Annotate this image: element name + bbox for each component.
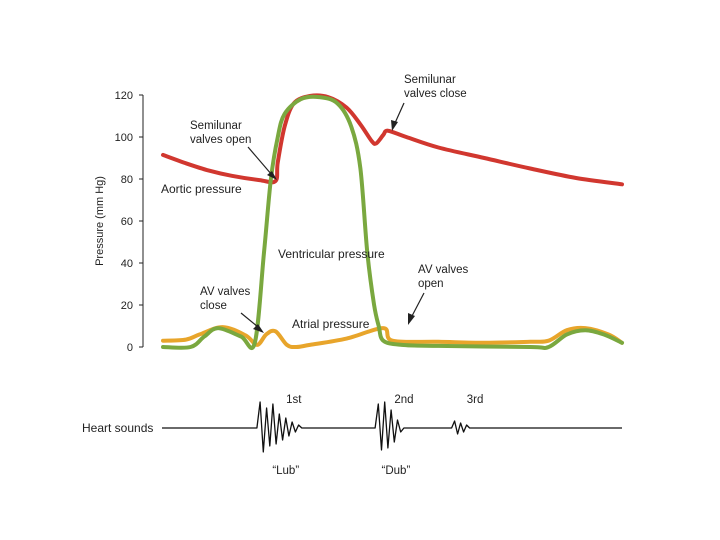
- y-ticks: 0 20 40 60 80 100 120: [115, 90, 143, 354]
- annotation-line: Semilunar: [190, 120, 242, 132]
- aortic-pressure-line: [161, 93, 624, 187]
- y-tick-label: 60: [121, 216, 133, 228]
- y-tick-label: 0: [127, 342, 133, 354]
- y-tick-label: 20: [121, 300, 133, 312]
- annotation-line: valves open: [190, 134, 251, 146]
- annotation-arrow: [247, 146, 273, 176]
- y-axis-label: Pressure (mm Hg): [94, 176, 106, 266]
- annotation-line: AV valves: [418, 264, 469, 276]
- annotation-arrow: [411, 292, 425, 317]
- annotation-semilunar-close: Semilunar valves close: [391, 74, 467, 131]
- annotation-av-close: AV valves close: [200, 286, 264, 333]
- annotation-line: close: [200, 300, 227, 312]
- heart-sounds-labels: 1st “Lub” 2nd “Dub” 3rd: [272, 394, 483, 477]
- annotation-arrow: [394, 102, 405, 124]
- arrow-head-icon: [253, 324, 264, 333]
- heart-sound-name: 1st: [286, 394, 302, 406]
- y-tick-label: 40: [121, 258, 133, 270]
- annotation-av-open: AV valves open: [408, 264, 469, 325]
- aortic-pressure-label: Aortic pressure: [161, 182, 242, 196]
- ventricular-pressure-label: Ventricular pressure: [278, 247, 385, 261]
- arrow-head-icon: [391, 120, 398, 131]
- annotation-line: open: [418, 278, 444, 290]
- y-tick-label: 100: [115, 132, 133, 144]
- annotation-arrow: [240, 312, 259, 328]
- arrow-head-icon: [408, 313, 415, 325]
- heart-sounds-label: Heart sounds: [82, 421, 153, 435]
- heart-sound-caption: “Lub”: [272, 465, 299, 477]
- series-group: [161, 93, 624, 351]
- heart-sound-name: 2nd: [394, 394, 413, 406]
- atrial-pressure-line: [161, 325, 624, 350]
- annotation-line: valves close: [404, 88, 467, 100]
- annotation-semilunar-open: Semilunar valves open: [190, 120, 277, 180]
- heart-sound-name: 3rd: [467, 394, 484, 406]
- heart-sound-caption: “Dub”: [382, 465, 411, 477]
- y-tick-label: 80: [121, 174, 133, 186]
- y-tick-label: 120: [115, 90, 133, 102]
- annotation-line: AV valves: [200, 286, 251, 298]
- annotation-line: Semilunar: [404, 74, 456, 86]
- atrial-pressure-label: Atrial pressure: [292, 317, 370, 331]
- arrow-head-icon: [267, 171, 277, 180]
- heart-sounds-trace: [162, 401, 622, 453]
- ventricular-pressure-line: [161, 94, 624, 351]
